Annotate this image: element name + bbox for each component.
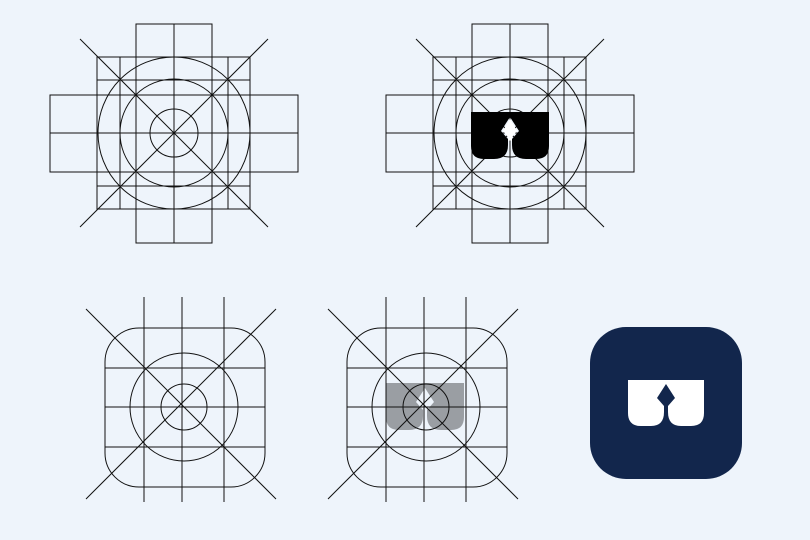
grid-diagonal bbox=[327, 308, 519, 500]
grid-outer-circle bbox=[433, 56, 587, 210]
grid-inner-circle bbox=[402, 383, 450, 431]
logo-mark-white bbox=[628, 380, 704, 426]
grid-inner-circle bbox=[160, 383, 208, 431]
grid-outer-circle bbox=[97, 56, 251, 210]
construction-grid-rounded-square bbox=[85, 297, 277, 502]
construction-grid-cross-with-logo bbox=[385, 23, 635, 244]
grid-middle-circle bbox=[455, 78, 565, 188]
grid-inner-circle bbox=[149, 108, 199, 158]
grid-outer-circle bbox=[129, 352, 239, 462]
construction-grid-cross bbox=[49, 23, 299, 244]
grid-outer-circle bbox=[371, 352, 481, 462]
construction-grid-rounded-square-with-logo bbox=[327, 297, 519, 502]
grid-diagonal bbox=[85, 308, 277, 500]
logo-mark-black bbox=[471, 112, 549, 159]
grid-diagonal bbox=[79, 38, 269, 228]
grid-middle-circle bbox=[119, 78, 229, 188]
final-app-icon bbox=[590, 327, 742, 479]
